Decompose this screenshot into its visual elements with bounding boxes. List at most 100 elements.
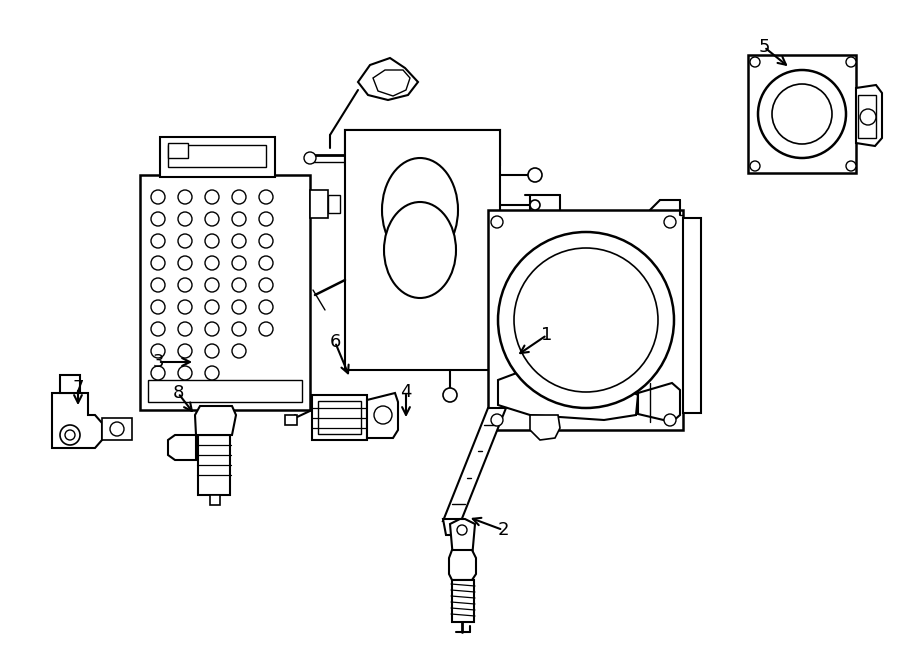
Circle shape (860, 109, 876, 125)
Circle shape (205, 234, 219, 248)
Circle shape (178, 190, 192, 204)
Bar (318, 401, 361, 434)
Text: 7: 7 (72, 379, 84, 397)
Circle shape (151, 234, 165, 248)
Circle shape (205, 344, 219, 358)
Circle shape (178, 322, 192, 336)
Circle shape (259, 322, 273, 336)
Circle shape (205, 278, 219, 292)
Circle shape (151, 322, 165, 336)
Bar (312, 395, 367, 440)
Circle shape (758, 70, 846, 158)
Circle shape (232, 278, 246, 292)
Circle shape (304, 152, 316, 164)
Circle shape (151, 344, 165, 358)
Circle shape (491, 414, 503, 426)
Circle shape (259, 256, 273, 270)
Bar (210, 495, 220, 505)
Text: 5: 5 (758, 38, 770, 56)
Bar (488, 210, 683, 430)
Text: 4: 4 (400, 383, 412, 401)
Circle shape (374, 406, 392, 424)
Polygon shape (373, 70, 410, 96)
Text: 1: 1 (541, 326, 553, 344)
Circle shape (232, 190, 246, 204)
Text: 6: 6 (329, 333, 341, 351)
Circle shape (491, 216, 503, 228)
Circle shape (151, 366, 165, 380)
Circle shape (178, 256, 192, 270)
Circle shape (528, 168, 542, 182)
Circle shape (151, 300, 165, 314)
Circle shape (178, 300, 192, 314)
Circle shape (205, 300, 219, 314)
Circle shape (530, 200, 540, 210)
Polygon shape (638, 383, 680, 422)
Ellipse shape (382, 158, 458, 262)
Circle shape (110, 422, 124, 436)
Bar (168, 143, 188, 158)
Circle shape (664, 414, 676, 426)
Circle shape (259, 212, 273, 226)
Polygon shape (443, 519, 461, 535)
Circle shape (232, 234, 246, 248)
Bar (858, 95, 876, 138)
Polygon shape (345, 130, 500, 165)
Circle shape (259, 234, 273, 248)
Polygon shape (367, 393, 398, 438)
Circle shape (443, 388, 457, 402)
Circle shape (498, 232, 674, 408)
Bar (168, 145, 266, 167)
Bar (310, 190, 328, 218)
Circle shape (178, 366, 192, 380)
Circle shape (457, 525, 467, 535)
Polygon shape (60, 375, 80, 393)
Polygon shape (530, 415, 560, 440)
Circle shape (232, 322, 246, 336)
Circle shape (205, 256, 219, 270)
Circle shape (151, 212, 165, 226)
Circle shape (65, 430, 75, 440)
Polygon shape (168, 435, 196, 460)
Circle shape (259, 300, 273, 314)
Circle shape (232, 300, 246, 314)
Circle shape (151, 256, 165, 270)
Circle shape (60, 425, 80, 445)
Text: 3: 3 (152, 353, 164, 371)
Circle shape (259, 190, 273, 204)
Circle shape (232, 344, 246, 358)
Circle shape (178, 344, 192, 358)
Circle shape (772, 84, 832, 144)
Circle shape (151, 278, 165, 292)
Circle shape (846, 57, 856, 67)
Polygon shape (358, 58, 418, 100)
Polygon shape (450, 519, 475, 558)
Bar (328, 195, 340, 213)
Ellipse shape (384, 202, 456, 298)
Circle shape (205, 366, 219, 380)
Bar (102, 418, 132, 440)
Polygon shape (195, 406, 236, 435)
Circle shape (259, 278, 273, 292)
Circle shape (205, 212, 219, 226)
Circle shape (205, 190, 219, 204)
Circle shape (750, 57, 760, 67)
Circle shape (178, 234, 192, 248)
Polygon shape (443, 408, 506, 521)
Polygon shape (856, 85, 882, 146)
Circle shape (514, 248, 658, 392)
Bar (148, 380, 302, 402)
Circle shape (178, 278, 192, 292)
Circle shape (664, 216, 676, 228)
Text: 2: 2 (497, 521, 508, 539)
Bar (140, 175, 310, 410)
Text: 8: 8 (172, 384, 184, 402)
Polygon shape (498, 368, 638, 420)
Bar (285, 415, 297, 425)
Circle shape (205, 322, 219, 336)
Circle shape (151, 190, 165, 204)
Circle shape (846, 161, 856, 171)
Bar (198, 435, 230, 495)
Bar (748, 55, 856, 173)
Polygon shape (449, 550, 476, 580)
